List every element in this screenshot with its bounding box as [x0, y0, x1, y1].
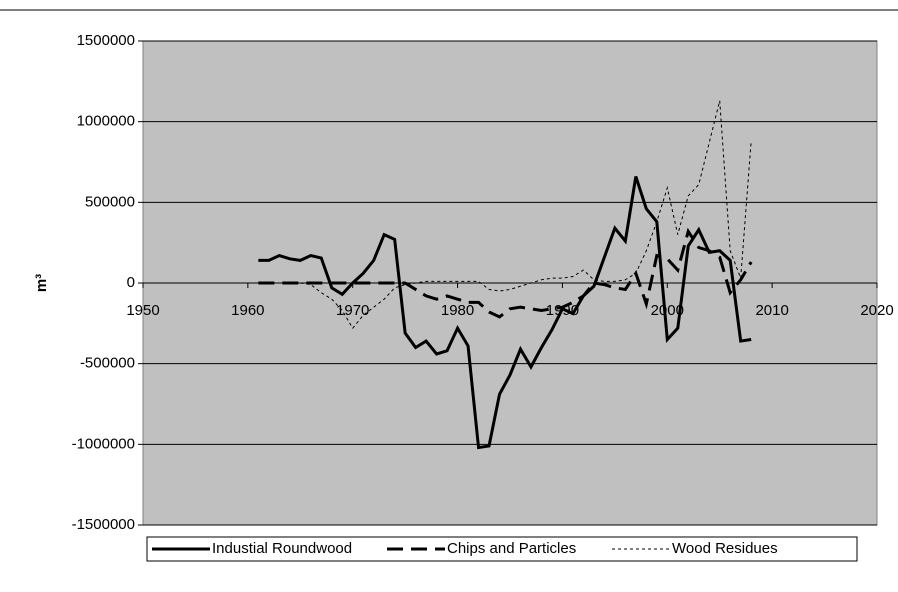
legend: [146, 536, 858, 562]
x-tick-label: 1980: [441, 302, 474, 319]
x-tick-label: 1950: [126, 302, 159, 319]
y-axis-label: m³: [33, 274, 50, 292]
x-tick-label: 2020: [860, 302, 893, 319]
x-tick-label: 2000: [651, 302, 684, 319]
x-tick-label: 2010: [755, 302, 788, 319]
x-tick-label: 1970: [336, 302, 369, 319]
legend-label: Wood Residues: [672, 540, 778, 557]
y-tick-label: 500000: [85, 193, 135, 210]
series-line: [258, 100, 752, 330]
y-tick-label: -1000000: [72, 435, 135, 452]
series-line: [258, 176, 752, 450]
x-tick-label: 1960: [231, 302, 264, 319]
y-tick-label: 1000000: [77, 113, 135, 130]
legend-label: Chips and Particles: [447, 540, 576, 557]
legend-label: Industial Roundwood: [212, 540, 352, 557]
series-line: [258, 227, 753, 319]
y-tick-label: -1500000: [72, 516, 135, 533]
y-tick-label: 0: [127, 274, 135, 291]
y-tick-label: -500000: [80, 355, 135, 372]
y-tick-label: 1500000: [77, 32, 135, 49]
